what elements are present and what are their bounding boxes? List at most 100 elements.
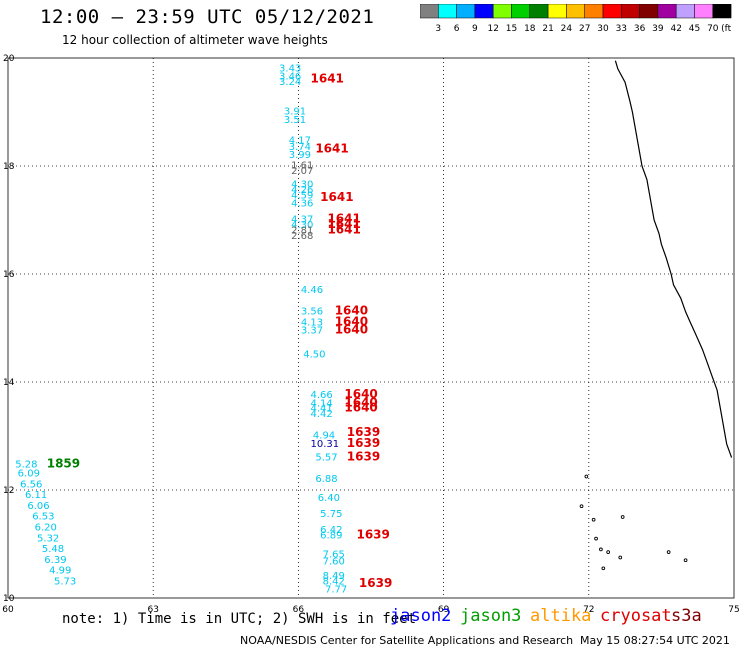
legend-jason2: jason2 [390, 606, 452, 626]
island-marker [579, 504, 584, 509]
swh-label: 3.91 [284, 107, 306, 118]
swh-label: 4.94 [313, 431, 335, 442]
footer-note: note: 1) Time is in UTC; 2) SWH is in fe… [62, 611, 417, 627]
x-tick-label: 72 [583, 605, 594, 615]
swh-label: 2.07 [291, 166, 313, 177]
pass-number-label: 1640 [344, 395, 377, 409]
swh-label: 6.40 [318, 493, 340, 504]
island-marker [584, 474, 589, 479]
swh-label: 4.42 [311, 409, 333, 420]
colorbar-tick: 24 [561, 24, 573, 34]
swh-label: 3.99 [289, 150, 311, 161]
x-tick-label: 63 [147, 605, 158, 615]
swh-label: 3.46 [279, 72, 301, 83]
swh-label: 3.74 [289, 142, 311, 153]
legend-jason3: jason3 [460, 606, 522, 626]
swh-label: 3.43 [279, 64, 301, 75]
credit-line: NOAA/NESDIS Center for Satellite Applica… [240, 634, 574, 647]
swh-label: 6.53 [32, 512, 54, 523]
pass-number-label: 1641 [327, 212, 360, 226]
pass-number-label: 1641 [320, 190, 353, 204]
legend-s3a: s3a [671, 606, 702, 626]
map-title: 12:00 – 23:59 UTC 05/12/2021 [40, 6, 375, 28]
island-marker [591, 517, 596, 522]
x-tick-label: 60 [2, 605, 14, 615]
x-tick-label: 75 [728, 605, 739, 615]
swh-label: 8.49 [323, 571, 345, 582]
swh-label: 4.17 [289, 135, 311, 146]
swh-label: 4.30 [291, 180, 313, 191]
swh-label: 4.13 [301, 317, 323, 328]
swh-label: 7.65 [323, 550, 345, 561]
swh-label: 5.32 [37, 533, 59, 544]
swh-label: 4.26 [291, 185, 313, 196]
x-tick-label: 66 [293, 605, 305, 615]
map-frame [7, 57, 735, 599]
colorbar-tick: 18 [524, 24, 536, 34]
colorbar-tick: 3 [435, 24, 441, 34]
colorbar-tick: 27 [579, 24, 590, 34]
y-tick-label: 12 [3, 486, 14, 496]
colorbar-swatch [712, 4, 732, 19]
colorbar-tick: 30 [597, 24, 609, 34]
island-marker [601, 566, 606, 571]
swh-label: 6.42 [320, 525, 342, 536]
map-subtitle: 12 hour collection of altimeter wave hei… [62, 33, 328, 47]
pass-number-label: 1641 [327, 217, 360, 231]
legend-altika: altika [530, 606, 592, 626]
pass-number-label: 1639 [359, 576, 392, 590]
swh-label: 6.06 [27, 501, 49, 512]
island-marker [599, 547, 603, 552]
swh-label: 3.24 [279, 77, 301, 88]
swh-label: 6.20 [35, 523, 57, 534]
colorbar-tick: 45 [689, 24, 700, 34]
y-tick-label: 14 [3, 378, 15, 388]
swh-label: 5.28 [15, 459, 37, 470]
swh-label: 4.30 [291, 220, 313, 231]
pass-number-label: 1641 [315, 142, 348, 156]
swh-label: 4.36 [291, 199, 313, 210]
island-marker [620, 515, 625, 519]
swh-label: 4.66 [311, 390, 333, 401]
colorbar-tick: 9 [472, 24, 478, 34]
island-marker [618, 555, 623, 560]
colorbar-unit: (ft) [721, 24, 732, 34]
swh-label: 6.11 [25, 490, 47, 501]
swh-label: 2.81 [291, 226, 313, 237]
x-tick-label: 69 [438, 605, 450, 615]
pass-number-label: 1639 [347, 425, 380, 439]
swh-label: 4.37 [291, 215, 313, 226]
swh-label: 5.73 [54, 577, 76, 588]
swh-label: 3.37 [301, 325, 323, 336]
swh-label: 5.48 [42, 544, 64, 555]
pass-number-label: 1639 [356, 528, 389, 542]
pass-number-label: 1639 [347, 436, 380, 450]
swh-label: 6.39 [44, 555, 66, 566]
swh-label: 6.56 [20, 479, 42, 490]
pass-number-label: 1640 [335, 314, 368, 328]
swh-label: 2.68 [291, 231, 313, 242]
swh-label: 6.09 [18, 469, 40, 480]
colorbar-tick: 42 [670, 24, 681, 34]
colorbar-tick: 70 [707, 24, 719, 34]
colorbar-tick: 6 [454, 24, 460, 34]
swh-label: 6.88 [315, 474, 337, 485]
swh-label: 5.57 [315, 452, 337, 463]
coastline [614, 60, 733, 458]
swh-label: 4.59 [291, 190, 313, 201]
swh-label: 6.89 [320, 531, 342, 542]
island-marker [606, 550, 611, 554]
colorbar-tick: 12 [487, 24, 498, 34]
pass-number-label: 1859 [47, 456, 80, 470]
island-marker [683, 558, 688, 563]
pass-number-label: 1639 [347, 449, 380, 463]
y-tick-label: 16 [3, 270, 15, 280]
colorbar-tick: 15 [506, 24, 517, 34]
swh-label: 3.56 [301, 307, 323, 318]
swh-label: 4.99 [49, 566, 71, 577]
pass-number-label: 1641 [327, 223, 360, 237]
island-marker [594, 536, 598, 541]
swh-label: 8.42 [323, 577, 345, 588]
